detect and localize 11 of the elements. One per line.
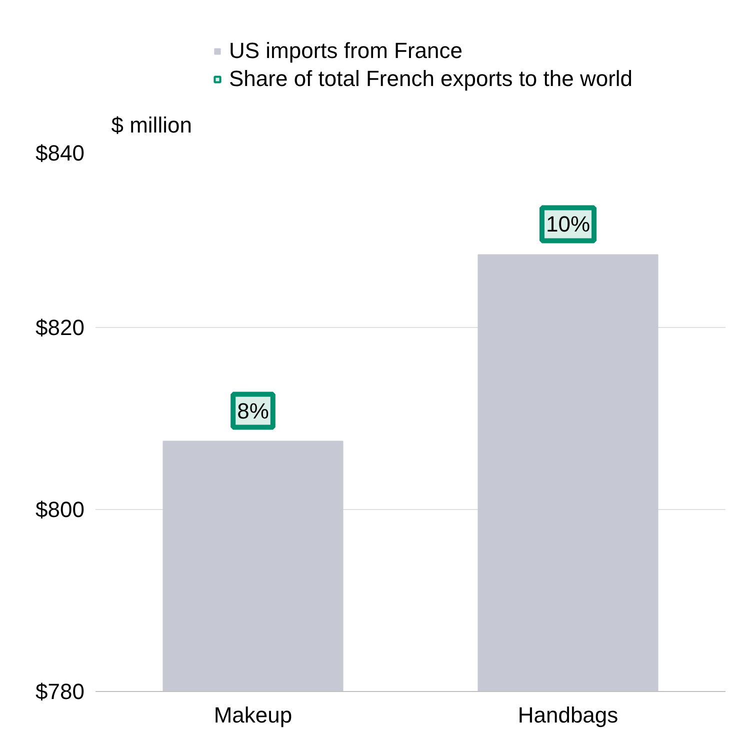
legend-label: Share of total French exports to the world — [229, 66, 633, 92]
annotation: 8% — [237, 398, 269, 424]
x-tick-label: Handbags — [518, 702, 618, 728]
y-tick-label: $800 — [36, 497, 85, 522]
y-tick-label: $780 — [36, 679, 85, 704]
y-tick-label: $820 — [36, 315, 85, 340]
annotation: 10% — [546, 212, 590, 237]
y-tick-label: $840 — [36, 140, 85, 166]
legend-label: US imports from France — [229, 38, 462, 64]
y-axis-title: $ million — [111, 112, 192, 138]
x-tick-label: Makeup — [214, 702, 292, 728]
